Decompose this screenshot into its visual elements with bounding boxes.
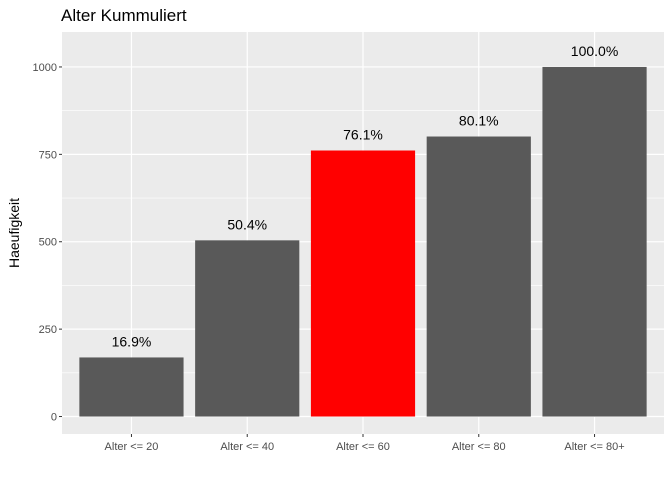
y-tick-label: 500 xyxy=(39,237,57,249)
y-axis-title: Haeufigkeit xyxy=(6,198,22,268)
x-tick-label: Alter <= 60 xyxy=(336,441,390,453)
data-label: 80.1% xyxy=(459,113,499,129)
data-labels: 16.9% 50.4% 76.1% 80.1% 100.0% xyxy=(112,43,619,349)
bar xyxy=(426,136,531,417)
y-tick-label: 1000 xyxy=(33,62,57,74)
data-label: 100.0% xyxy=(571,43,618,59)
chart-title: Alter Kummuliert xyxy=(61,6,187,25)
bar xyxy=(542,66,647,417)
data-label: 76.1% xyxy=(343,127,383,143)
x-tick-label: Alter <= 80+ xyxy=(564,441,624,453)
bar xyxy=(195,240,300,417)
data-label: 16.9% xyxy=(112,333,152,349)
y-tick-label: 750 xyxy=(39,149,57,161)
y-axis: 0 250 500 750 1000 xyxy=(33,62,62,424)
bar xyxy=(310,150,416,417)
x-axis: Alter <= 20 Alter <= 40 Alter <= 60 Alter <… xyxy=(105,434,625,453)
data-label: 50.4% xyxy=(227,216,267,232)
x-tick-label: Alter <= 40 xyxy=(220,441,274,453)
y-tick-label: 0 xyxy=(51,412,57,424)
x-tick-label: Alter <= 20 xyxy=(105,441,159,453)
x-tick-label: Alter <= 80 xyxy=(452,441,506,453)
bar xyxy=(79,357,184,417)
bars xyxy=(79,66,647,417)
y-tick-label: 250 xyxy=(39,324,57,336)
